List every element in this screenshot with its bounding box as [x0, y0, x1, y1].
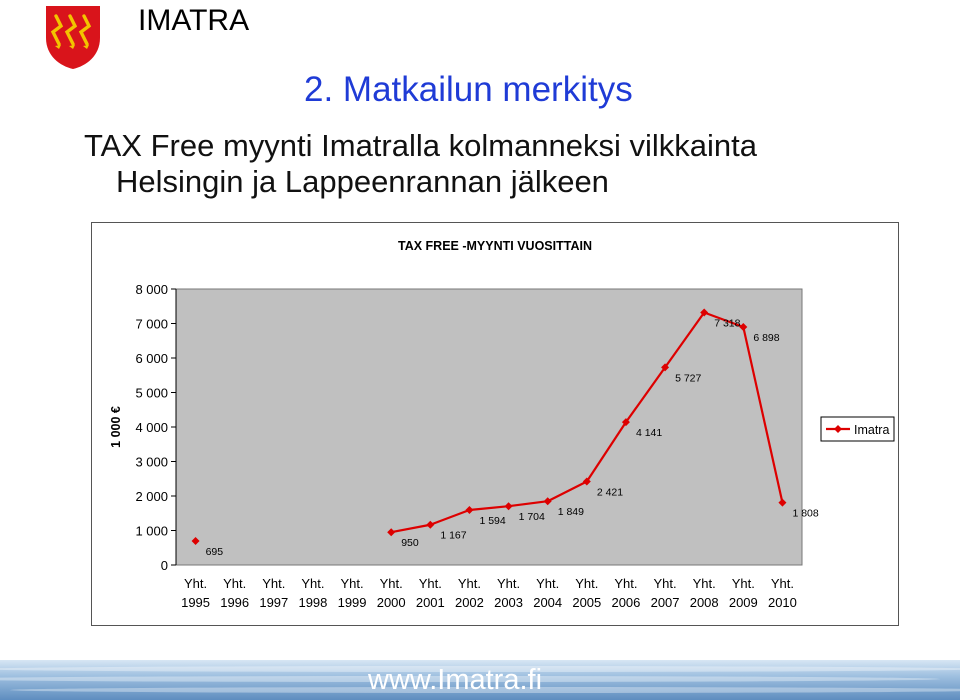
- x-tick-label-line2: 2010: [768, 595, 797, 610]
- data-point-marker: [504, 502, 513, 511]
- x-tick-label-line1: Yht.: [497, 576, 520, 591]
- data-label: 7 318: [714, 318, 740, 330]
- x-tick-label-line1: Yht.: [693, 576, 716, 591]
- x-tick-label-line1: Yht.: [184, 576, 207, 591]
- footer-banner: [0, 660, 960, 700]
- data-point-marker: [778, 498, 787, 507]
- x-tick-label-line2: 1999: [338, 595, 367, 610]
- headline-line-2: Helsingin ja Lappeenrannan jälkeen: [116, 164, 609, 199]
- y-axis-label: 1 000 €: [109, 406, 123, 448]
- x-tick-label-line2: 2005: [572, 595, 601, 610]
- x-tick-label-line1: Yht.: [419, 576, 442, 591]
- brand-title: IMATRA: [138, 4, 250, 37]
- data-label: 4 141: [636, 427, 662, 439]
- y-tick-label: 6 000: [135, 351, 168, 366]
- x-tick-label-line1: Yht.: [536, 576, 559, 591]
- x-tick-label-line1: Yht.: [732, 576, 755, 591]
- series-line-segment: [625, 366, 666, 423]
- series-line-segment: [585, 421, 627, 483]
- x-tick-label-line2: 2002: [455, 595, 484, 610]
- data-point-marker: [700, 308, 709, 317]
- series-line-segment: [703, 311, 744, 329]
- x-tick-label-line1: Yht.: [614, 576, 637, 591]
- data-label: 1 849: [558, 506, 584, 518]
- legend-marker: [834, 425, 842, 433]
- x-tick-label-line2: 2004: [533, 595, 562, 610]
- series-line-segment: [664, 311, 706, 369]
- y-tick-label: 0: [161, 558, 168, 573]
- x-tick-label-line2: 2009: [729, 595, 758, 610]
- x-tick-label-line1: Yht.: [654, 576, 677, 591]
- x-tick-label-line1: Yht.: [341, 576, 364, 591]
- x-tick-label-line2: 2006: [611, 595, 640, 610]
- x-tick-label-line2: 2003: [494, 595, 523, 610]
- data-point-marker: [543, 497, 552, 506]
- imatra-coat-of-arms-icon: [46, 6, 100, 69]
- data-point-marker: [426, 520, 435, 529]
- x-tick-label-line2: 1997: [259, 595, 288, 610]
- data-label: 1 167: [440, 530, 466, 542]
- x-tick-label-line1: Yht.: [223, 576, 246, 591]
- y-tick-label: 1 000: [135, 524, 168, 539]
- data-point-marker: [582, 477, 591, 486]
- footer-url: www.Imatra.fi: [368, 664, 543, 696]
- data-label: 950: [401, 537, 419, 549]
- x-tick-label-line2: 2008: [690, 595, 719, 610]
- series-line-segment: [469, 505, 509, 512]
- x-tick-label-line1: Yht.: [262, 576, 285, 591]
- x-tick-label-line1: Yht.: [575, 576, 598, 591]
- page-headline: TAX Free myynti Imatralla kolmanneksi vi…: [84, 128, 757, 200]
- series-line-segment: [429, 508, 470, 526]
- x-tick-label-line2: 2007: [651, 595, 680, 610]
- y-tick-label: 5 000: [135, 386, 168, 401]
- legend-label: Imatra: [854, 423, 889, 437]
- data-point-marker: [387, 528, 396, 537]
- y-tick-label: 3 000: [135, 455, 168, 470]
- data-label: 5 727: [675, 372, 701, 384]
- y-tick-label: 8 000: [135, 282, 168, 297]
- y-tick-label: 7 000: [135, 317, 168, 332]
- series-line-segment: [742, 326, 784, 503]
- x-tick-label-line2: 2000: [377, 595, 406, 610]
- x-tick-label-line2: 2001: [416, 595, 445, 610]
- x-tick-label-line1: Yht.: [380, 576, 403, 591]
- data-point-marker: [465, 506, 474, 515]
- data-label: 2 421: [597, 486, 623, 498]
- series-line-segment: [390, 523, 431, 534]
- x-tick-label-line2: 1995: [181, 595, 210, 610]
- y-tick-label: 2 000: [135, 489, 168, 504]
- data-label: 6 898: [753, 332, 779, 344]
- data-point-marker: [661, 363, 670, 372]
- series-line-segment: [508, 500, 548, 508]
- x-tick-label-line1: Yht.: [771, 576, 794, 591]
- series-line-segment: [547, 480, 588, 503]
- y-tick-label: 4 000: [135, 420, 168, 435]
- x-tick-label-line2: 1996: [220, 595, 249, 610]
- data-label: 695: [206, 546, 224, 558]
- x-tick-label-line1: Yht.: [458, 576, 481, 591]
- data-point-marker: [621, 418, 630, 427]
- tax-free-sales-chart: TAX FREE -MYYNTI VUOSITTAIN 0 1 000 2 000 3 …: [109, 239, 895, 610]
- x-tick-label-line1: Yht.: [301, 576, 324, 591]
- headline-line-1: TAX Free myynti Imatralla kolmanneksi vi…: [84, 128, 758, 163]
- plot-area: [175, 288, 803, 566]
- x-tick-label-line2: 1998: [298, 595, 327, 610]
- data-label: 1 704: [519, 511, 545, 523]
- chart-frame: TAX FREE -MYYNTI VUOSITTAIN 0 1 000 2 000 3 …: [91, 222, 899, 626]
- data-label: 1 594: [479, 515, 505, 527]
- data-label: 1 808: [792, 508, 818, 520]
- data-point-marker: [739, 323, 748, 332]
- data-point-marker: [191, 537, 200, 546]
- section-title: 2. Matkailun merkitys: [304, 70, 633, 109]
- chart-title: TAX FREE -MYYNTI VUOSITTAIN: [398, 239, 592, 253]
